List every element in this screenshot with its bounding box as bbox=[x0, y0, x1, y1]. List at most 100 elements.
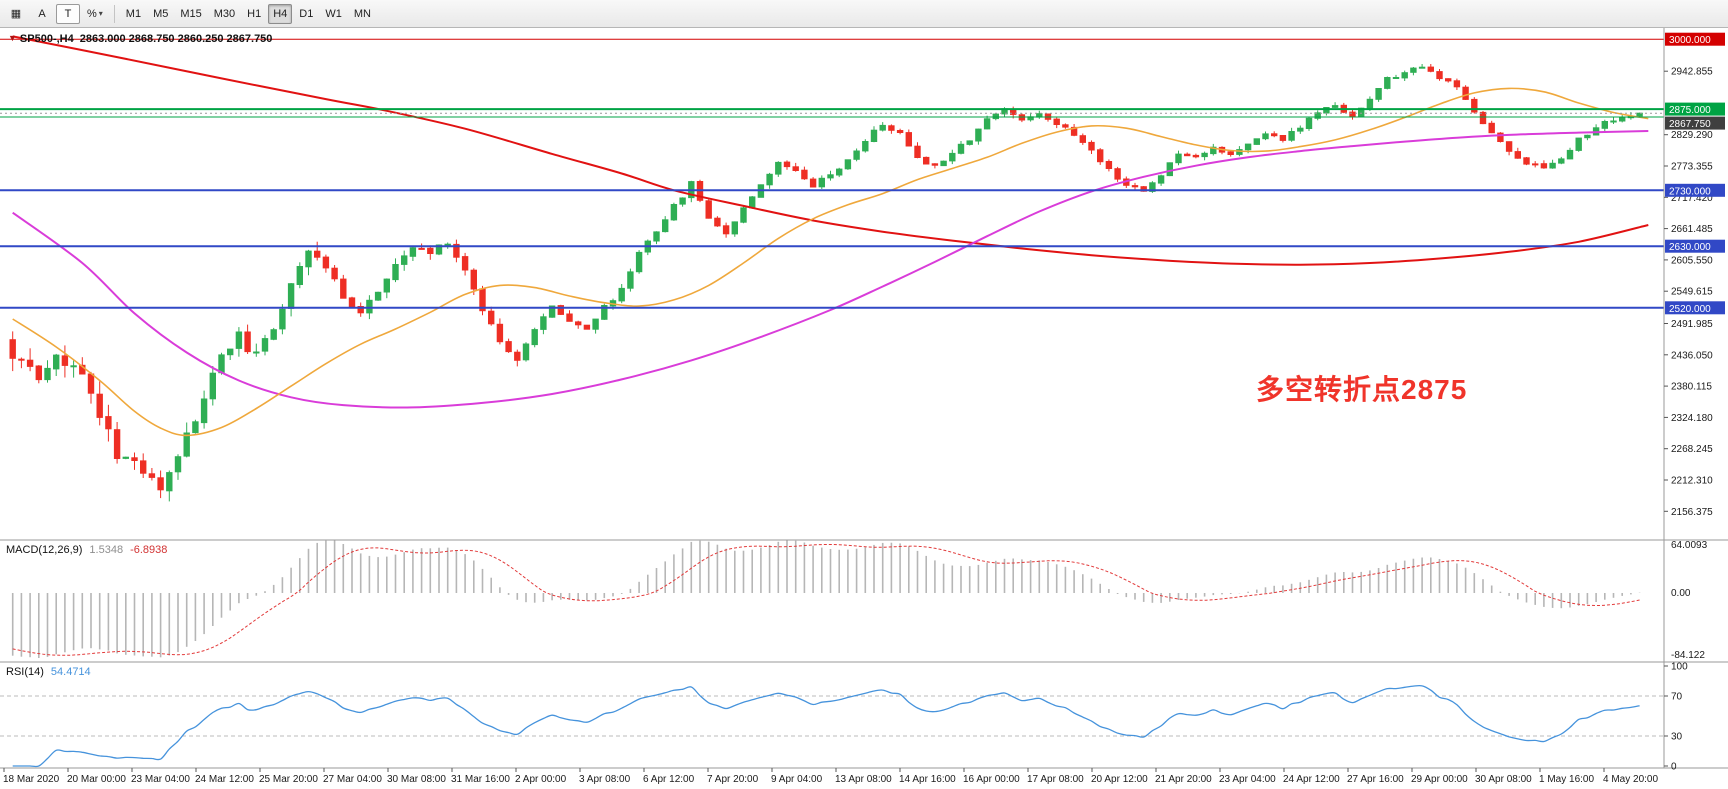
candle bbox=[1549, 159, 1556, 169]
candle bbox=[1131, 182, 1139, 190]
macd-indicator-label: MACD(12,26,9) 1.5348 -6.8938 bbox=[6, 544, 167, 556]
candle bbox=[931, 163, 939, 169]
time-tick-label: 1 May 16:00 bbox=[1539, 774, 1594, 785]
candle bbox=[1384, 76, 1391, 90]
candle bbox=[253, 343, 260, 357]
candle bbox=[113, 422, 121, 464]
timeframe-button-m1[interactable]: M1 bbox=[125, 7, 142, 20]
candle bbox=[70, 360, 77, 378]
candle bbox=[1305, 117, 1313, 131]
timeframe-button-h1[interactable]: H1 bbox=[247, 7, 262, 20]
time-tick-label: 23 Apr 04:00 bbox=[1219, 774, 1276, 785]
svg-text:64.0093: 64.0093 bbox=[1671, 540, 1708, 551]
timeframe-button-m15[interactable]: M15 bbox=[180, 7, 202, 20]
time-tick-label: 9 Apr 04:00 bbox=[771, 774, 823, 785]
svg-text:70: 70 bbox=[1671, 692, 1683, 703]
candle bbox=[844, 159, 852, 170]
candle bbox=[1540, 160, 1548, 169]
tick-chart-tool-button[interactable]: ▦ bbox=[10, 8, 22, 20]
svg-text:2630.000: 2630.000 bbox=[1669, 242, 1711, 253]
candle bbox=[244, 324, 251, 354]
time-tick-label: 23 Mar 04:00 bbox=[131, 774, 190, 785]
toolbar-separator bbox=[113, 4, 115, 23]
price-tick-label: 2268.245 bbox=[1671, 444, 1713, 455]
candle bbox=[722, 222, 730, 238]
price-tick-label: 2549.615 bbox=[1671, 287, 1713, 298]
candle bbox=[653, 231, 660, 245]
timeframe-button-d1[interactable]: D1 bbox=[299, 7, 314, 20]
timeframe-button-m30[interactable]: M30 bbox=[213, 7, 236, 20]
time-tick-label: 27 Apr 16:00 bbox=[1347, 774, 1404, 785]
ma-fast-orange bbox=[12, 87, 1649, 437]
candle bbox=[383, 278, 391, 299]
timeframe-button-mn[interactable]: MN bbox=[353, 7, 371, 20]
timeframe-button-w1[interactable]: W1 bbox=[325, 7, 342, 20]
candle bbox=[792, 162, 799, 172]
time-axis: 18 Mar 2020 20 Mar 00:00 23 Mar 04:00 24 Ma… bbox=[3, 768, 1658, 785]
candle bbox=[1601, 119, 1608, 133]
macd-signal-line bbox=[12, 543, 1640, 656]
candle bbox=[975, 128, 982, 145]
timeframe-button-h4[interactable]: H4 bbox=[268, 3, 293, 24]
text-tool-button[interactable]: T bbox=[56, 3, 80, 24]
macd-signal-value: -6.8938 bbox=[130, 544, 168, 556]
price-badge: 3000.000 bbox=[1665, 32, 1725, 46]
candle bbox=[1488, 120, 1495, 134]
candle bbox=[1436, 69, 1443, 81]
svg-text:30: 30 bbox=[1671, 732, 1683, 743]
candle bbox=[1471, 97, 1478, 114]
time-tick-label: 17 Apr 08:00 bbox=[1027, 774, 1084, 785]
svg-text:2867.750: 2867.750 bbox=[1669, 119, 1711, 130]
time-tick-label: 4 May 20:00 bbox=[1603, 774, 1658, 785]
candle bbox=[505, 338, 512, 353]
candle bbox=[1410, 67, 1417, 76]
candle bbox=[566, 310, 573, 322]
candle bbox=[148, 468, 156, 481]
candle bbox=[296, 262, 304, 289]
price-tick-label: 2942.855 bbox=[1671, 67, 1713, 78]
candle bbox=[957, 141, 965, 155]
time-tick-label: 30 Apr 08:00 bbox=[1475, 774, 1532, 785]
candle bbox=[1445, 78, 1452, 83]
candle bbox=[1566, 147, 1574, 160]
candle bbox=[305, 249, 312, 276]
candle bbox=[96, 381, 103, 426]
candle bbox=[479, 285, 486, 316]
candle bbox=[122, 456, 129, 460]
price-badge: 2867.750 bbox=[1665, 116, 1725, 130]
svg-text:-84.122: -84.122 bbox=[1671, 650, 1705, 661]
candle bbox=[1053, 117, 1060, 129]
percent-tool-button[interactable]: % ▾ bbox=[87, 7, 103, 20]
candle bbox=[575, 320, 582, 329]
candle bbox=[905, 129, 912, 147]
svg-text:0.00: 0.00 bbox=[1671, 588, 1691, 599]
candle bbox=[496, 318, 504, 345]
timeframe-button-m5[interactable]: M5 bbox=[153, 7, 169, 20]
time-tick-label: 29 Apr 00:00 bbox=[1411, 774, 1468, 785]
chevron-down-icon: ▾ bbox=[98, 9, 103, 18]
time-tick-label: 7 Apr 20:00 bbox=[707, 774, 759, 785]
candle bbox=[836, 167, 843, 178]
price-badge: 2520.000 bbox=[1665, 301, 1725, 315]
ma-slow-red bbox=[12, 35, 1649, 266]
annotation-text[interactable]: 多空转折点2875 bbox=[1256, 374, 1468, 405]
candle bbox=[1105, 159, 1113, 172]
candle bbox=[235, 327, 243, 357]
candle bbox=[940, 160, 947, 167]
candle bbox=[1192, 153, 1200, 159]
price-badge: 2875.000 bbox=[1665, 102, 1725, 116]
candle bbox=[1584, 134, 1591, 141]
cursor-tool-button[interactable]: A bbox=[38, 7, 46, 20]
price-tick-label: 2324.180 bbox=[1671, 413, 1713, 424]
time-tick-label: 2 Apr 00:00 bbox=[515, 774, 567, 785]
price-tick-label: 2717.420 bbox=[1671, 193, 1713, 204]
ma-mid-magenta bbox=[12, 130, 1649, 409]
candle bbox=[18, 357, 25, 369]
candle bbox=[1157, 174, 1165, 186]
candle bbox=[1227, 151, 1234, 157]
top-toolbar: ▦ A T % ▾ M1 M5 M15 M30 H1 H4 D1 W1 MN bbox=[0, 0, 1728, 28]
candle bbox=[862, 139, 869, 153]
candle bbox=[192, 419, 199, 434]
candle bbox=[1532, 161, 1539, 168]
